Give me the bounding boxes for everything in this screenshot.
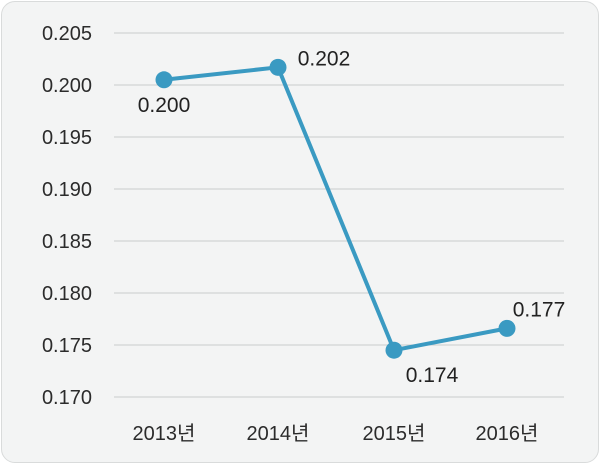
- y-tick-label: 0.195: [42, 127, 92, 149]
- data-point: [269, 58, 287, 76]
- x-tick-label: 2014년: [247, 422, 310, 445]
- y-tick-label: 0.180: [42, 283, 92, 305]
- y-tick-label: 0.205: [42, 23, 92, 45]
- x-tick-label: 2015년: [363, 422, 426, 445]
- y-tick-label: 0.200: [42, 75, 92, 97]
- data-point: [155, 71, 173, 89]
- y-tick-label: 0.190: [42, 179, 92, 201]
- series-line: [163, 65, 508, 353]
- data-label: 0.200: [138, 94, 191, 117]
- data-point: [498, 319, 516, 337]
- data-label: 0.174: [406, 364, 459, 387]
- data-label: 0.202: [298, 47, 351, 70]
- y-tick-label: 0.175: [42, 335, 92, 357]
- data-label: 0.177: [513, 298, 566, 321]
- x-tick-label: 2013년: [133, 422, 196, 445]
- y-tick-label: 0.185: [42, 231, 92, 253]
- x-tick-label: 2016년: [476, 422, 539, 445]
- data-point: [385, 341, 403, 359]
- y-tick-label: 0.170: [42, 387, 92, 409]
